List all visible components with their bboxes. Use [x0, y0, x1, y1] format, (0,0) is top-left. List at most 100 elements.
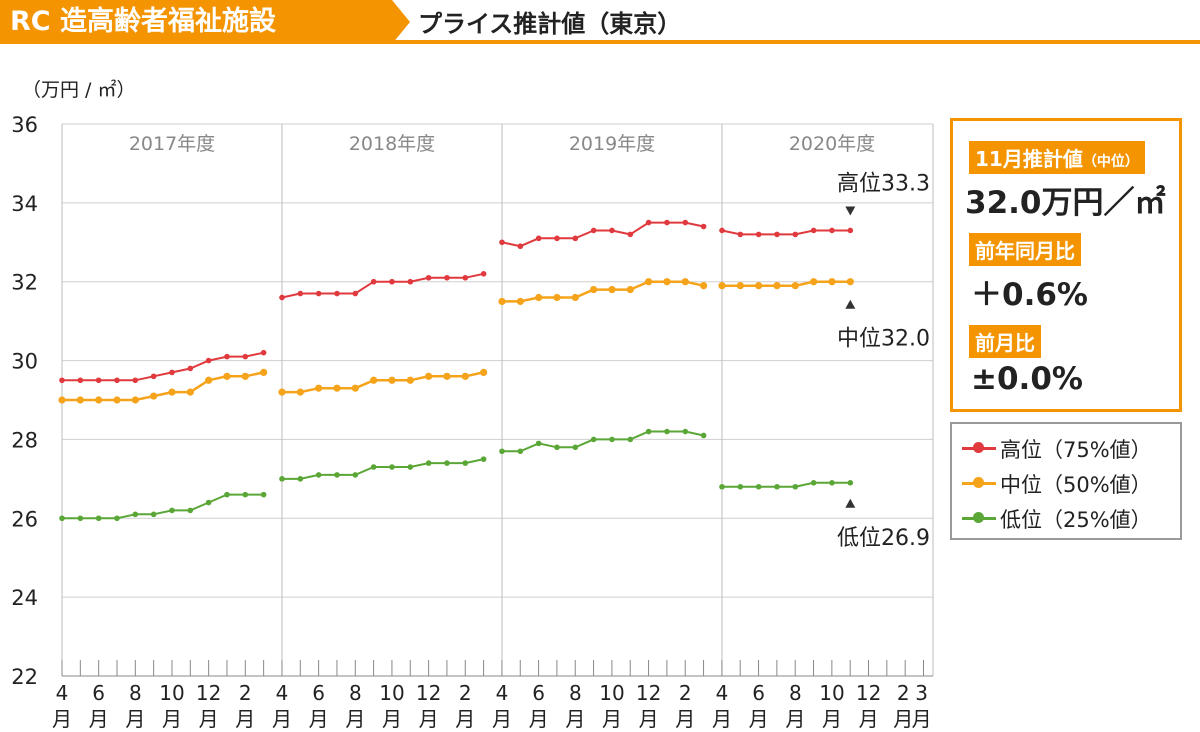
series-point-0-1-6	[389, 278, 395, 285]
annotation-low-label: 低位26.9	[837, 526, 930, 551]
x-tick-suffix-0-10: 月	[162, 707, 182, 731]
series-point-1-3-0	[718, 282, 726, 290]
series-line-1-seg-2	[502, 280, 704, 303]
summary-value-yoy: ＋0.6%	[971, 277, 1088, 313]
legend-dot-high	[973, 442, 984, 453]
series-point-2-2-10	[682, 428, 689, 435]
series-point-2-0-5	[150, 511, 157, 518]
series-point-2-2-6	[609, 436, 615, 443]
series-point-1-2-8	[645, 278, 653, 286]
series-point-1-1-4	[351, 384, 359, 392]
series-point-1-1-7	[406, 376, 414, 384]
annotation-low-marker	[845, 498, 856, 508]
x-tick-label-1-6: 6	[312, 681, 325, 705]
x-tick-suffix-3-4: 月	[712, 707, 732, 731]
series-point-0-2-3	[554, 235, 560, 242]
series-point-1-0-1	[76, 396, 84, 404]
x-tick-label-3-2: 2	[897, 681, 910, 705]
y-tick-label-22: 22	[11, 665, 38, 689]
series-point-2-0-10	[242, 491, 249, 498]
x-tick-label-2-12: 12	[636, 681, 661, 705]
series-point-2-2-9	[664, 428, 670, 435]
series-point-0-2-0	[499, 239, 505, 246]
series-line-0-seg-2	[501, 221, 704, 248]
legend-label-mid: 中位（50%値）	[1000, 473, 1152, 497]
x-tick-label-0-4: 4	[56, 681, 69, 705]
series-point-0-0-1	[77, 377, 84, 384]
series-point-1-3-1	[736, 282, 744, 290]
year-label-1: 2018年度	[349, 133, 435, 155]
series-point-2-0-0	[59, 515, 65, 522]
series-point-1-1-8	[425, 372, 433, 380]
series-point-1-0-0	[58, 396, 66, 404]
x-tick-label-1-4: 4	[276, 681, 289, 705]
series-point-0-3-2	[755, 231, 762, 238]
year-label-0: 2017年度	[129, 133, 215, 155]
series-point-2-1-5	[370, 464, 377, 470]
series-point-2-1-2	[315, 472, 322, 478]
x-tick-label-1-8: 8	[349, 681, 362, 705]
x-tick-suffix-1-2: 月	[455, 707, 475, 731]
x-tick-suffix-1-6: 月	[309, 707, 329, 731]
y-axis-unit-label: （万円 / ㎡）	[22, 78, 135, 101]
x-tick-suffix-3-6: 月	[749, 707, 769, 731]
x-tick-label-3-6: 6	[752, 681, 765, 705]
series-point-1-1-0	[278, 388, 286, 396]
series-point-1-2-11	[700, 282, 708, 290]
series-point-0-0-5	[150, 373, 157, 380]
series-point-2-2-5	[590, 436, 597, 443]
series-point-0-2-6	[609, 227, 615, 234]
series-point-1-1-3	[333, 384, 341, 392]
series-point-1-1-6	[388, 376, 396, 384]
x-tick-label-3-4: 4	[716, 681, 729, 705]
y-tick-label-26: 26	[11, 507, 38, 531]
series-point-0-1-3	[334, 290, 340, 297]
series-point-1-3-2	[755, 282, 763, 290]
x-tick-label-0-10: 10	[159, 681, 184, 705]
chart-title: RC 造高齢者福祉施設	[0, 0, 392, 44]
series-point-0-0-10	[242, 353, 249, 360]
x-tick-suffix-2-12: 月	[639, 707, 659, 731]
annotation-high-label: 高位33.3	[837, 171, 930, 196]
series-point-2-1-6	[389, 464, 395, 470]
series-point-2-2-8	[645, 428, 652, 435]
series-point-0-1-7	[407, 278, 414, 285]
series-point-1-2-6	[608, 286, 616, 294]
series-point-2-1-9	[444, 460, 450, 466]
series-point-1-0-4	[131, 396, 139, 404]
x-tick-label-3-12: 12	[856, 681, 881, 705]
series-point-0-0-0	[59, 377, 65, 384]
x-tick-suffix-1-10: 月	[382, 707, 402, 731]
series-point-1-0-11	[260, 368, 268, 376]
title-bar: RC 造高齢者福祉施設 プライス推計値（東京）	[0, 0, 1200, 44]
series-point-1-2-9	[663, 278, 671, 286]
series-line-1-seg-1	[282, 371, 484, 394]
series-point-2-2-0	[499, 448, 505, 455]
series-point-1-0-7	[186, 388, 194, 396]
series-point-1-0-2	[95, 396, 103, 404]
series-point-0-0-7	[187, 365, 194, 372]
series-point-0-0-9	[224, 353, 230, 360]
series-point-2-0-9	[224, 491, 230, 498]
series-point-0-1-11	[480, 271, 487, 277]
series-point-1-2-0	[498, 297, 506, 306]
series-point-1-0-6	[168, 388, 176, 396]
series-point-2-1-8	[425, 460, 432, 466]
series-point-2-1-10	[462, 460, 469, 466]
x-tick-suffix-2-2: 月	[675, 707, 695, 731]
legend-label-high: 高位（75%値）	[1000, 438, 1152, 462]
series-point-1-3-7	[846, 278, 854, 286]
x-tick-label-1-12: 12	[416, 681, 441, 705]
series-point-0-3-3	[774, 231, 780, 238]
series-point-2-0-4	[132, 511, 139, 518]
y-tick-label-30: 30	[11, 350, 38, 374]
series-point-2-2-4	[572, 444, 579, 451]
chart-subtitle: プライス推計値（東京）	[418, 10, 682, 38]
series-point-0-3-1	[737, 231, 744, 238]
series-line-0-seg-1	[281, 272, 484, 299]
series-point-2-3-5	[810, 480, 817, 486]
series-point-0-0-6	[169, 369, 175, 376]
series-point-1-2-5	[590, 286, 598, 294]
series-point-0-0-4	[132, 377, 139, 384]
series-point-2-1-11	[480, 456, 487, 462]
